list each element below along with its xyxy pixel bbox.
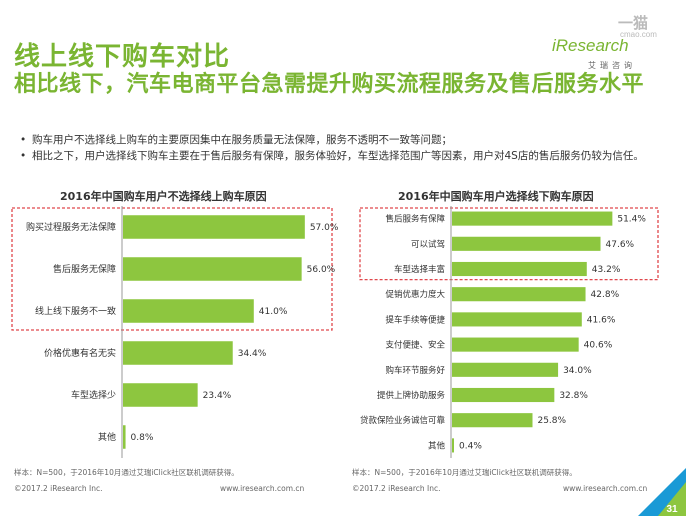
page-number: 31: [666, 504, 678, 515]
bar: [452, 287, 586, 302]
category-label: 车型选择丰富: [394, 264, 445, 275]
value-label: 40.6%: [584, 341, 613, 351]
category-label: 售后服务无保障: [53, 263, 116, 275]
category-label: 线上线下服务不一致: [35, 305, 116, 317]
corner-triangle-green: [658, 482, 686, 516]
value-label: 34.0%: [563, 366, 592, 376]
bar: [123, 425, 126, 449]
bar: [452, 337, 579, 352]
chart-left-site: www.iresearch.com.cn: [220, 484, 305, 493]
bullet-list: 购车用户不选择线上购车的主要原因集中在服务质量无法保障，服务不透明不一致等问题；…: [18, 133, 658, 165]
bar: [123, 341, 233, 365]
page-subtitle: 相比线下，汽车电商平台急需提升购买流程服务及售后服务水平: [14, 72, 645, 97]
bar: [452, 362, 559, 377]
category-label: 购买过程服务无法保障: [26, 221, 116, 233]
chart-left-title: 2016年中国购车用户不选择线上购车原因: [60, 190, 267, 203]
bar: [452, 413, 533, 428]
category-label: 支付便捷、安全: [385, 340, 445, 351]
value-label: 0.8%: [131, 433, 154, 443]
bar: [452, 261, 587, 277]
value-label: 42.8%: [591, 290, 620, 300]
bar: [123, 215, 305, 239]
value-label: 34.4%: [238, 349, 267, 359]
chart-right-copyright: ©2017.2 iResearch Inc.: [352, 484, 441, 493]
value-label: 57.0%: [310, 223, 339, 233]
category-label: 促销优惠力度大: [385, 289, 445, 300]
bar: [123, 383, 198, 407]
highlight-box: [11, 207, 333, 331]
value-label: 23.4%: [203, 391, 232, 401]
bar: [452, 312, 582, 327]
value-label: 51.4%: [617, 215, 646, 225]
chart-right-title: 2016年中国购车用户选择线下购车原因: [398, 190, 594, 203]
chart-left-copyright: ©2017.2 iResearch Inc.: [14, 484, 103, 493]
watermark-sub: cmao.com: [620, 30, 657, 39]
chart-left-note: 样本：N=500，于2016年10月通过艾瑞iClick社区联机调研获得。: [14, 468, 239, 477]
bar: [452, 211, 613, 226]
value-label: 25.8%: [537, 416, 566, 426]
value-label: 32.8%: [559, 391, 588, 401]
category-label: 提车手续等便捷: [385, 314, 445, 325]
value-label: 41.6%: [587, 315, 616, 325]
page-title: 线上线下购车对比: [14, 42, 231, 72]
category-label: 价格优惠有名无实: [44, 347, 116, 359]
category-label: 售后服务有保障: [385, 214, 445, 225]
iresearch-logo: iResearch: [552, 36, 629, 55]
watermark: 一猫: [618, 16, 649, 32]
category-label: 车型选择少: [71, 389, 116, 401]
corner-decoration: 31: [638, 468, 686, 516]
category-label: 其他: [428, 440, 446, 451]
bullet-item: 相比之下，用户选择线下购车主要在于售后服务有保障，服务体验好，车型选择范围广等因…: [18, 149, 658, 164]
bullet-item: 购车用户不选择线上购车的主要原因集中在服务质量无法保障，服务不透明不一致等问题；: [18, 133, 658, 148]
category-label: 购车环节服务好: [385, 365, 445, 376]
value-label: 41.0%: [259, 307, 288, 317]
chart-right-site: www.iresearch.com.cn: [563, 484, 648, 493]
logo-subtitle: 艾瑞咨询: [588, 61, 636, 70]
category-label: 提供上牌协助服务: [377, 390, 446, 401]
chart-right-note: 样本：N=500，于2016年10月通过艾瑞iClick社区联机调研获得。: [352, 468, 577, 477]
value-label: 56.0%: [307, 265, 336, 275]
bar: [452, 387, 555, 403]
bar: [452, 438, 454, 453]
bar: [123, 257, 302, 281]
bar: [123, 299, 254, 323]
value-label: 0.4%: [459, 441, 482, 451]
category-label: 贷款保险业务诚信可靠: [360, 415, 446, 426]
bar: [452, 236, 601, 251]
value-label: 47.6%: [606, 240, 635, 250]
category-label: 其他: [98, 431, 116, 443]
value-label: 43.2%: [592, 265, 621, 275]
category-label: 可以试驾: [411, 239, 445, 250]
